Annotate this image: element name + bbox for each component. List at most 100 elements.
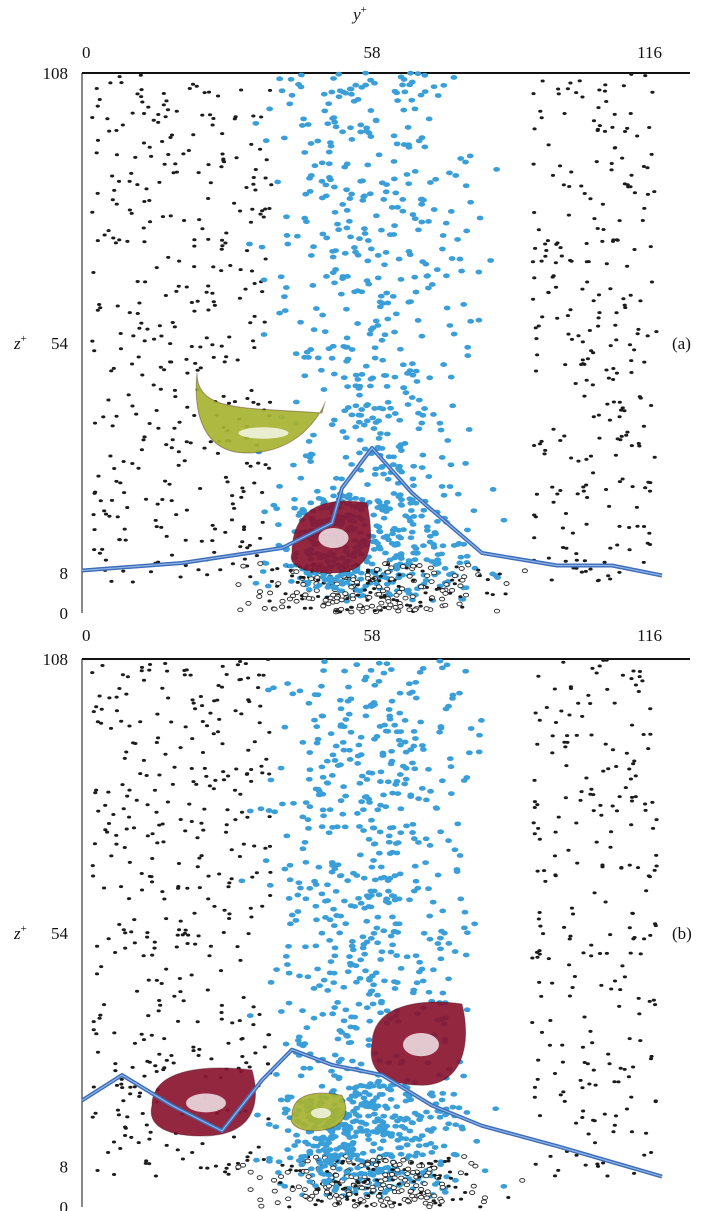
particle-dark (191, 133, 196, 137)
ribbon-highlight (81, 1049, 663, 1178)
particle-filled (304, 579, 312, 585)
particle-dark (230, 502, 235, 506)
particle-dark (93, 791, 98, 795)
particle-dark (649, 1150, 654, 1154)
particle-dark (90, 339, 95, 343)
particle-open (304, 1158, 311, 1164)
particle-open (258, 1203, 265, 1209)
particle-filled (388, 205, 396, 210)
particle-dark (121, 807, 126, 811)
particle-dark (638, 299, 643, 303)
particle-filled (402, 390, 410, 396)
particle-dark (160, 215, 166, 219)
particle-dark (372, 587, 377, 591)
particle-filled (305, 700, 313, 706)
particle-filled (423, 524, 431, 530)
particle-filled (316, 1168, 323, 1174)
particle-filled (371, 682, 379, 688)
particle-open (285, 1196, 292, 1202)
particle-filled (387, 405, 394, 411)
particle-filled (270, 685, 277, 691)
particle-dark (200, 1142, 205, 1146)
particle-dark (584, 776, 589, 780)
particle-dark (218, 568, 223, 572)
particle-filled (286, 101, 294, 107)
particle-dark (532, 127, 537, 131)
particle-dark (140, 100, 145, 104)
vortex-highlight (318, 528, 349, 548)
particle-dark (531, 443, 537, 447)
particle-dark (161, 103, 166, 107)
particle-dark (555, 492, 560, 496)
particle-dark (141, 954, 146, 958)
particle-dark (120, 123, 125, 127)
particle-filled (377, 1118, 385, 1124)
particle-dark (589, 733, 594, 737)
particle-dark (90, 116, 95, 120)
particle-filled (367, 1172, 375, 1177)
particle-filled (420, 543, 427, 549)
particle-dark (199, 821, 204, 825)
particle-dark (129, 211, 134, 215)
particle-dark (160, 139, 165, 143)
particle-dark (257, 721, 262, 725)
particle-dark (563, 559, 568, 563)
particle-dark (156, 120, 161, 124)
particle-filled (439, 908, 447, 914)
particle-filled (391, 525, 398, 531)
particle-dark (652, 455, 657, 459)
particle-filled (417, 719, 425, 725)
particle-filled (406, 368, 414, 374)
particle-dark (143, 1161, 148, 1165)
particle-filled (381, 978, 388, 984)
particle-dark (112, 1031, 117, 1035)
particle-dark (215, 730, 221, 734)
particle-dark (232, 788, 238, 792)
particle-filled (362, 70, 370, 76)
particle-filled (415, 426, 423, 432)
particle-filled (330, 585, 338, 591)
particle-dark (252, 314, 257, 318)
particle-dark (222, 360, 227, 364)
particle-filled (330, 980, 338, 986)
particle-dark (260, 904, 265, 908)
particle-dark (124, 692, 129, 696)
particle-filled (448, 256, 456, 261)
particle-filled (375, 544, 383, 550)
particle-filled (378, 180, 386, 186)
particle-dark (629, 72, 634, 76)
particle-dark (562, 740, 567, 744)
particle-filled (410, 544, 418, 550)
particle-filled (423, 1109, 430, 1115)
particle-filled (426, 936, 434, 942)
particle-dark (260, 490, 265, 494)
particle-dark (538, 109, 543, 113)
particle-open (322, 597, 329, 603)
particle-filled (377, 802, 384, 808)
particle-open (377, 1186, 385, 1192)
particle-filled (418, 785, 426, 791)
particle-dark (169, 360, 174, 364)
particle-dark (133, 741, 138, 745)
particle-filled (376, 1146, 384, 1151)
particle-dark (120, 783, 125, 787)
particle-filled (416, 669, 424, 675)
particle-dark (150, 832, 155, 836)
particle-dark (436, 586, 441, 590)
particle-filled (362, 713, 370, 719)
particle-dark (566, 213, 571, 217)
particle-open (380, 1182, 387, 1188)
particle-dark (249, 768, 254, 772)
particle-dark (442, 1159, 448, 1163)
particle-filled (461, 909, 469, 915)
particle-dark (106, 229, 111, 233)
particle-filled (344, 1129, 352, 1135)
particle-open (284, 1169, 291, 1175)
particle-filled (339, 274, 347, 279)
particle-filled (381, 332, 389, 338)
particle-filled (336, 930, 344, 936)
particle-dark (543, 448, 548, 452)
particle-filled (328, 89, 336, 95)
particle-dark (617, 524, 622, 528)
particle-filled (358, 799, 365, 805)
